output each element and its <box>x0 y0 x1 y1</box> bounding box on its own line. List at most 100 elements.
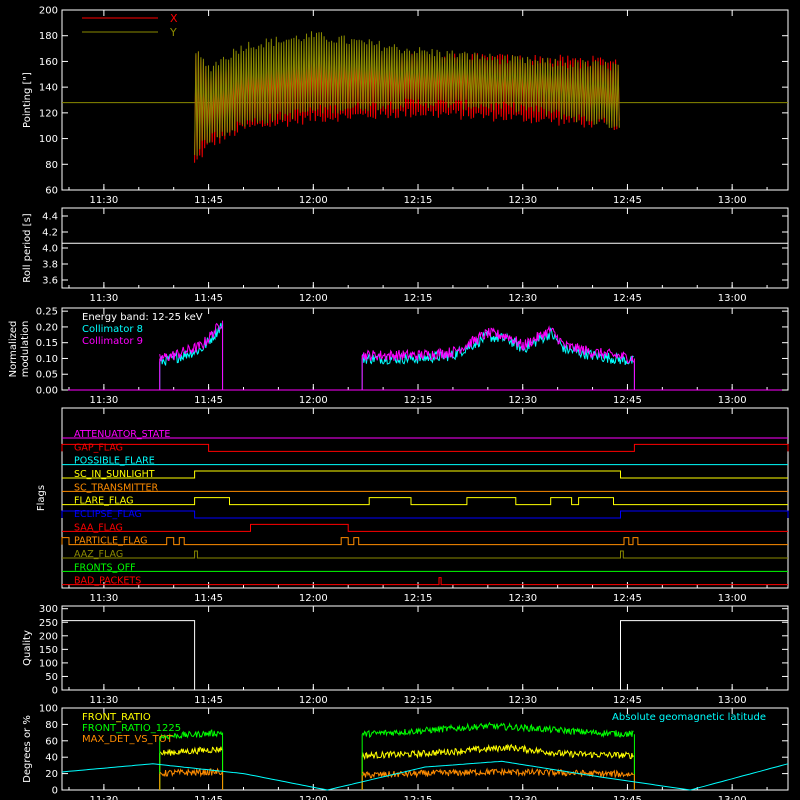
y-tick-label: 80 <box>45 160 58 171</box>
y-tick-label: 200 <box>39 6 58 17</box>
y-tick-label: 180 <box>39 31 58 42</box>
flag-label: SAA_FLAG <box>74 522 123 533</box>
x-tick-label: 12:30 <box>508 395 537 406</box>
y-tick-label: 0.10 <box>36 354 58 365</box>
x-tick-label: 12:15 <box>404 695 433 706</box>
y-tick-label: 100 <box>39 658 58 669</box>
x-tick-label: 12:45 <box>613 593 642 604</box>
x-tick-label: 12:15 <box>404 593 433 604</box>
flag-label: ECLIPSE_FLAG <box>74 509 142 520</box>
x-tick-label: 12:00 <box>299 395 328 406</box>
x-tick-label: 11:30 <box>89 593 118 604</box>
flag-line <box>61 510 789 519</box>
x-tick-label: 12:30 <box>508 593 537 604</box>
x-tick-label: 11:30 <box>89 195 118 206</box>
y-tick-label: 60 <box>45 186 58 197</box>
x-tick-label: 13:00 <box>718 795 747 800</box>
legend-label: X <box>170 12 178 25</box>
x-tick-label: 12:15 <box>404 795 433 800</box>
x-tick-label: 12:15 <box>404 395 433 406</box>
x-tick-label: 11:45 <box>194 395 223 406</box>
legend-label: Collimator 9 <box>82 336 143 347</box>
series-ratio-line <box>159 728 223 740</box>
x-tick-label: 11:45 <box>194 195 223 206</box>
x-tick-label: 12:45 <box>613 795 642 800</box>
x-tick-label: 13:00 <box>718 593 747 604</box>
y-tick-label: 0.25 <box>36 307 58 318</box>
legend-label: MAX_DET_VS_TOT <box>82 734 174 745</box>
y-tick-label: 0 <box>52 686 58 697</box>
legend-label: FRONT_RATIO_1225 <box>82 723 181 734</box>
y-axis-label: Quality <box>22 630 33 666</box>
y-tick-label: 120 <box>39 108 58 119</box>
panel-frame <box>61 707 789 791</box>
x-tick-label: 12:30 <box>508 695 537 706</box>
panel-pointing: 11:30 11:45 12:00 12:15 12:30 12:45 13:00 60 80 1… <box>22 6 789 206</box>
flag-label: SC_IN_SUNLIGHT <box>74 469 155 480</box>
legend-label: Collimator 8 <box>82 324 143 335</box>
x-tick-label: 12:45 <box>613 195 642 206</box>
flag-line <box>61 443 789 452</box>
series-ratio-line <box>361 743 634 761</box>
y-tick-label: 0.15 <box>36 338 58 349</box>
y-tick-label: 4.0 <box>42 244 58 255</box>
x-tick-label: 11:45 <box>194 593 223 604</box>
flag-label: FRONTS_OFF <box>74 562 136 573</box>
y-axis-label: Pointing ["] <box>22 72 33 128</box>
legend-label: Y <box>169 26 177 39</box>
y-tick-label: 250 <box>39 618 58 629</box>
latitude-line <box>61 760 789 791</box>
y-tick-label: 0.20 <box>36 322 58 333</box>
panel-roll-period: 11:30 11:45 12:00 12:15 12:30 12:45 13:00 3.6 3.… <box>22 207 789 304</box>
y-tick-label: 140 <box>39 83 58 94</box>
x-tick-label: 11:45 <box>194 695 223 706</box>
flag-line <box>62 577 788 586</box>
y-tick-label: 300 <box>39 604 58 615</box>
flag-label: ATTENUATOR_STATE <box>74 429 170 440</box>
x-tick-label: 12:15 <box>404 195 433 206</box>
y-tick-label: 40 <box>45 753 58 764</box>
flag-line <box>61 537 788 546</box>
y-tick-label: 60 <box>45 736 58 747</box>
flag-label: PARTICLE_FLAG <box>74 536 147 547</box>
x-tick-label: 12:15 <box>404 293 433 304</box>
x-tick-label: 12:00 <box>299 795 328 800</box>
x-tick-label: 12:45 <box>613 293 642 304</box>
flag-label: SC_TRANSMITTER <box>74 482 159 493</box>
series-ratio-line <box>361 721 634 739</box>
flag-line <box>62 470 788 479</box>
latitude-annotation: Absolute geomagnetic latitude <box>612 712 766 723</box>
y-tick-label: 160 <box>39 57 58 68</box>
y-tick-label: 0.05 <box>36 370 58 381</box>
panel-frame <box>61 9 789 191</box>
flag-line <box>62 550 788 559</box>
flag-label: FLARE_FLAG <box>74 496 134 507</box>
y-tick-label: 0.00 <box>36 386 58 397</box>
series-modulation-line <box>361 325 635 364</box>
flag-label: BAD_PACKETS <box>74 576 141 587</box>
y-tick-label: 0 <box>52 786 58 797</box>
series-modulation-line <box>159 322 223 362</box>
x-tick-label: 12:00 <box>299 195 328 206</box>
y-tick-label: 80 <box>45 720 58 731</box>
flag-line <box>62 523 788 532</box>
panel-quality: 11:30 11:45 12:00 12:15 12:30 12:45 13:00 0 50 10… <box>22 604 789 706</box>
x-tick-label: 12:30 <box>508 795 537 800</box>
x-tick-label: 13:00 <box>718 195 747 206</box>
legend-title: Energy band: 12-25 keV <box>82 312 203 323</box>
x-tick-label: 11:45 <box>194 293 223 304</box>
y-axis-label: Normalized <box>8 321 19 378</box>
x-tick-label: 11:30 <box>89 695 118 706</box>
flag-line <box>62 497 788 506</box>
y-axis-label: modulation <box>20 321 31 378</box>
x-tick-label: 13:00 <box>718 695 747 706</box>
x-tick-label: 11:30 <box>89 293 118 304</box>
x-tick-label: 12:30 <box>508 293 537 304</box>
y-tick-label: 200 <box>39 631 58 642</box>
y-tick-label: 4.4 <box>42 212 58 223</box>
flag-label: GAP_FLAG <box>74 442 123 453</box>
y-tick-label: 20 <box>45 769 58 780</box>
panel-ratios: 11:30 11:45 12:00 12:15 12:30 12:45 13:00 0 20 40… <box>22 704 789 800</box>
